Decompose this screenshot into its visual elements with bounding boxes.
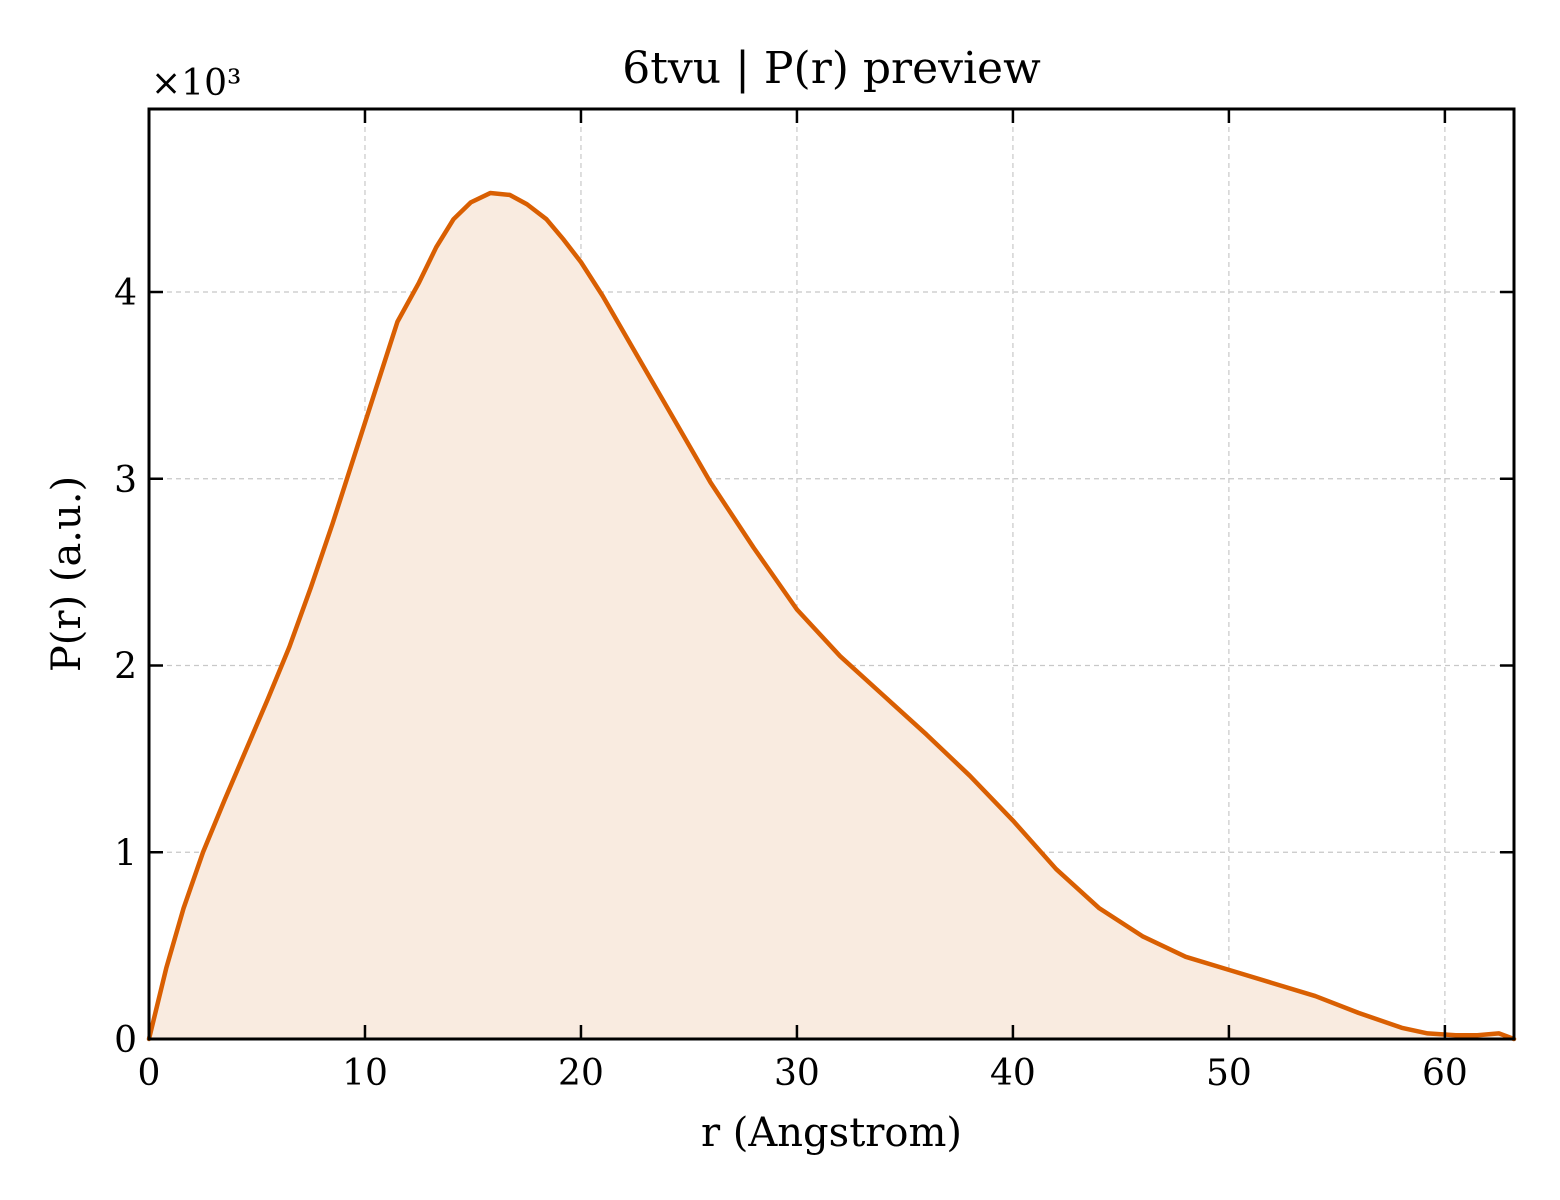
y-tick-label-3: 3 [114,460,137,501]
chart-title: 6tvu | P(r) preview [622,43,1041,94]
y-tick-label-4: 4 [114,273,137,314]
plot-frame [147,107,1516,1041]
y-axis-ticks: 0 1 2 3 4 [114,273,1514,1061]
x-tick-label-0: 0 [138,1053,161,1094]
area-fill [149,193,1514,1040]
x-axis-label: r (Angstrom) [701,1110,962,1156]
x-tick-label-4: 40 [990,1053,1036,1094]
y-tick-label-0: 0 [114,1020,137,1061]
x-tick-label-1: 10 [342,1053,388,1094]
y-tick-label-2: 2 [114,647,137,688]
x-tick-label-3: 30 [774,1053,820,1094]
x-tick-label-5: 50 [1206,1053,1252,1094]
x-tick-label-6: 60 [1422,1053,1468,1094]
x-axis-ticks: 0 10 20 30 40 50 60 [138,109,1468,1094]
y-axis-label: P(r) (a.u.) [44,476,90,672]
y-axis-multiplier: ×10³ [151,63,241,104]
x-tick-label-2: 20 [558,1053,604,1094]
y-tick-label-1: 1 [114,833,137,874]
series-line [146,190,1517,1042]
